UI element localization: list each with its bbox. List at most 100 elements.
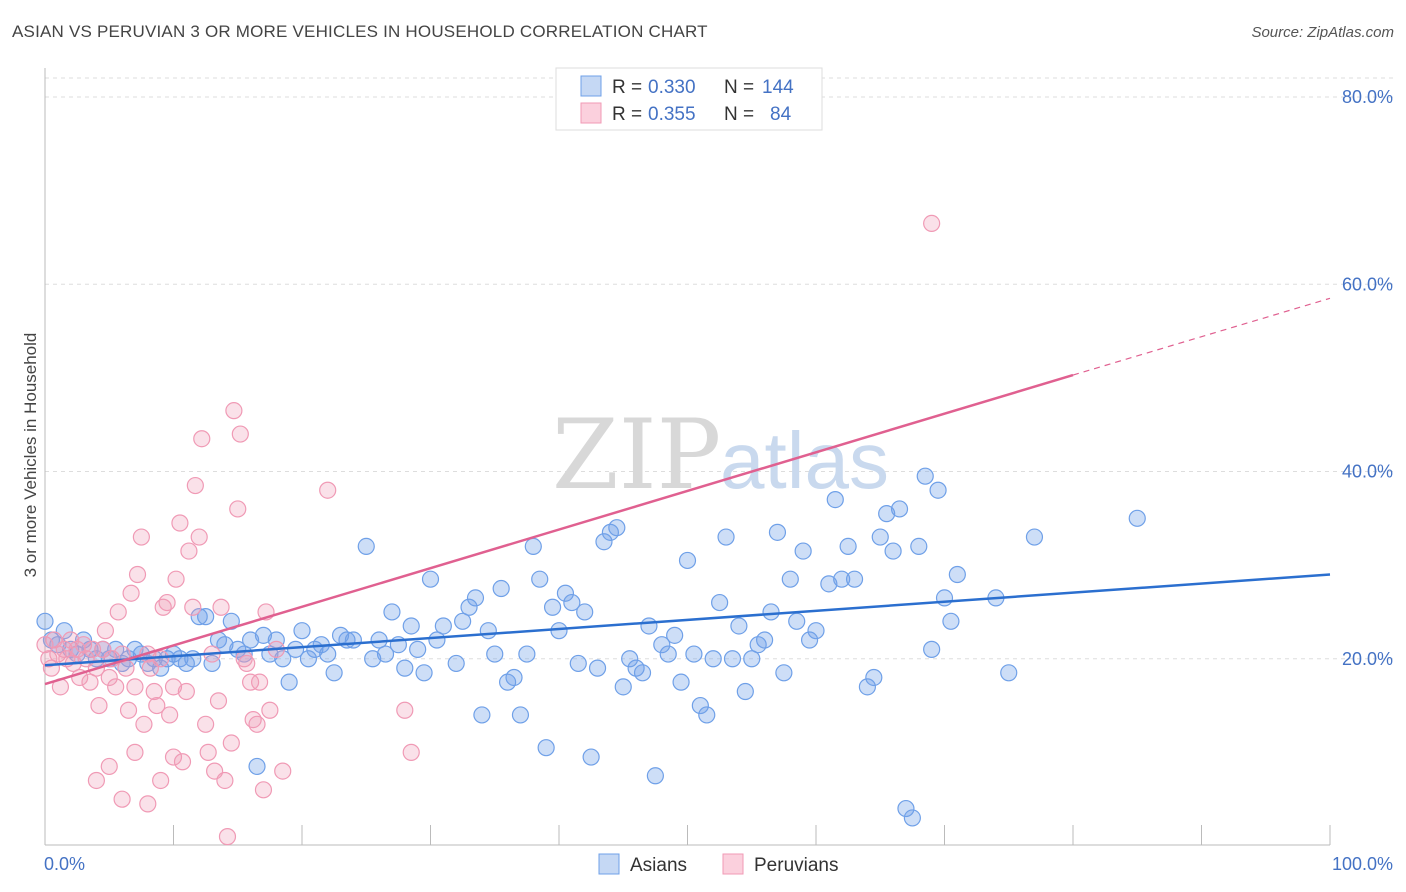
- asian-point: [299, 650, 318, 668]
- asian-point: [666, 626, 684, 644]
- asian-point: [190, 608, 208, 626]
- peruvian-point: [274, 762, 292, 780]
- asian-point: [1025, 528, 1044, 546]
- peruvian-point: [126, 743, 144, 761]
- peruvian-point: [164, 678, 183, 696]
- asian-point: [826, 490, 844, 509]
- peruvian-point: [164, 748, 183, 766]
- y-tick-label: 80.0%: [1342, 87, 1393, 107]
- asian-point: [319, 645, 337, 663]
- asian-point: [505, 668, 523, 687]
- peruvian-point: [113, 790, 131, 808]
- asian-point: [865, 668, 883, 687]
- asian-point: [845, 570, 864, 588]
- legend-swatch-peruvians: [580, 102, 602, 124]
- peruvian-point: [250, 673, 269, 691]
- peruvian-point: [184, 598, 202, 616]
- asian-point: [274, 650, 292, 668]
- asian-point: [788, 612, 806, 630]
- asian-point: [293, 622, 311, 640]
- bottom-legend-peruvians: Peruvians: [754, 855, 839, 876]
- asian-point: [929, 481, 947, 499]
- asian-point: [871, 528, 889, 546]
- asian-point: [184, 650, 202, 668]
- asian-point: [698, 706, 716, 724]
- peruvian-point: [218, 828, 237, 846]
- peruvian-point: [180, 542, 198, 560]
- peruvian-point: [100, 668, 118, 687]
- peruvian-point: [248, 715, 266, 733]
- legend-n-label: N =: [724, 104, 754, 125]
- asian-point: [203, 654, 221, 673]
- asian-point: [492, 579, 510, 598]
- peruvian-point: [36, 636, 54, 654]
- asian-point: [685, 645, 703, 663]
- peruvian-point: [402, 743, 420, 761]
- asian-point: [550, 622, 568, 640]
- asian-point: [935, 589, 954, 607]
- axes: [44, 68, 1331, 846]
- peruvian-point: [74, 636, 93, 654]
- asian-point: [325, 664, 343, 682]
- asian-point: [942, 612, 960, 630]
- peruvians-trend-line: [44, 373, 1074, 686]
- asian-point: [254, 626, 273, 644]
- x-tick-label: 100.0%: [1332, 854, 1393, 874]
- watermark-atlas: atlas: [720, 416, 889, 505]
- asian-point: [543, 598, 562, 616]
- asian-point: [723, 650, 742, 668]
- asian-point: [74, 631, 93, 649]
- y-tick-label: 40.0%: [1342, 462, 1393, 482]
- asian-point: [916, 467, 934, 485]
- legend-n-value: 84: [770, 104, 792, 125]
- asian-point: [582, 748, 600, 766]
- asian-point: [1000, 664, 1018, 682]
- asian-point: [743, 650, 761, 668]
- peruvian-point: [152, 771, 170, 790]
- asian-point: [486, 645, 504, 663]
- peruvian-point: [122, 584, 140, 602]
- peruvian-point: [81, 673, 99, 691]
- peruvian-point: [229, 500, 247, 518]
- peruvian-point: [242, 673, 260, 691]
- legend-n-value: 144: [762, 77, 794, 98]
- asian-point: [421, 570, 440, 588]
- asian-point: [364, 650, 382, 668]
- asian-point: [197, 608, 215, 626]
- grid-lines: [45, 77, 1395, 660]
- legend-r-value: 0.330: [648, 77, 696, 98]
- peruvian-point: [923, 214, 941, 232]
- asian-point: [460, 598, 478, 616]
- peruvian-point: [158, 593, 176, 612]
- peruvian-point: [167, 570, 185, 588]
- asian-point: [614, 678, 632, 696]
- asian-point: [633, 664, 652, 682]
- asian-point: [621, 650, 639, 668]
- asian-point: [595, 533, 613, 551]
- asian-point: [473, 706, 491, 724]
- peruvian-point: [145, 682, 163, 701]
- peruvian-point: [199, 743, 217, 761]
- asian-point: [691, 696, 709, 715]
- asian-point: [730, 617, 748, 635]
- asian-point: [704, 650, 722, 668]
- asian-point: [511, 706, 530, 724]
- legend-r-label: R =: [612, 104, 642, 125]
- peruvian-point: [212, 598, 230, 616]
- peruvian-point: [193, 430, 211, 448]
- asian-point: [479, 622, 497, 640]
- bottom-legend-asians: Asians: [630, 855, 687, 876]
- asian-point: [736, 682, 754, 701]
- peruvian-point: [225, 402, 243, 420]
- peruvian-point: [107, 678, 125, 696]
- asian-point: [948, 565, 966, 584]
- legend-n-label: N =: [724, 77, 754, 98]
- asian-point: [903, 809, 921, 827]
- asian-point: [646, 767, 664, 785]
- bottom-legend: Asians Peruvians: [598, 853, 839, 876]
- asian-point: [717, 528, 735, 546]
- bottom-legend-swatch-peruvians: [722, 853, 744, 875]
- asian-point: [833, 570, 851, 588]
- asian-point: [524, 537, 542, 556]
